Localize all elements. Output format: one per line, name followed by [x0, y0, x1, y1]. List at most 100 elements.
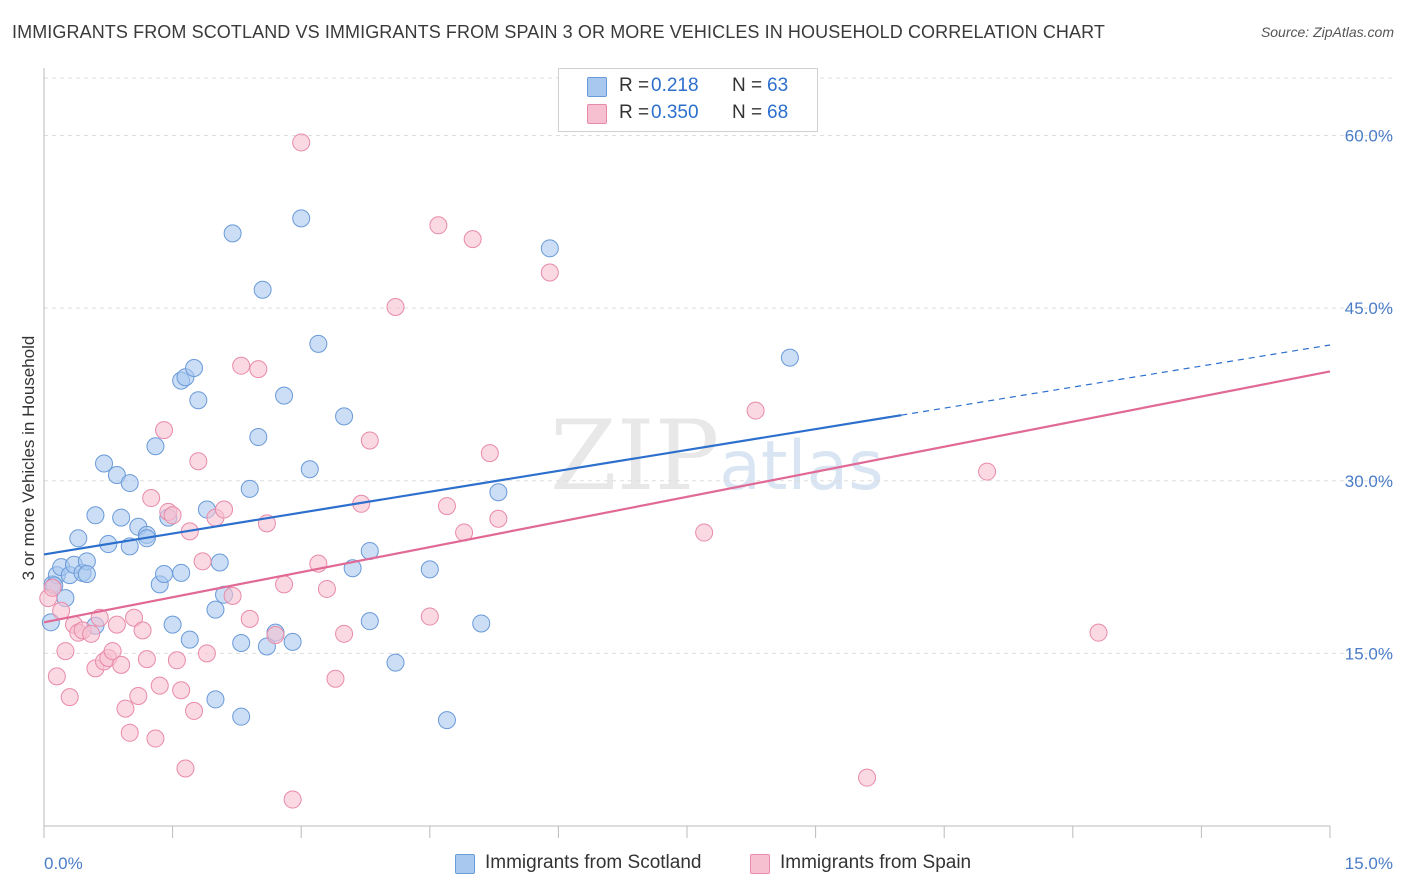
scotland-point	[253, 280, 272, 299]
legend-label-spain: Immigrants from Spain	[780, 852, 972, 873]
spain-point	[266, 625, 285, 644]
spain-point	[47, 667, 66, 686]
scotland-point	[223, 224, 242, 243]
scotland-point	[335, 407, 354, 426]
spain-point	[978, 462, 997, 481]
spain-point	[133, 621, 152, 640]
scotland-point	[275, 386, 294, 405]
spain-point	[283, 790, 302, 809]
spain-point	[189, 452, 208, 471]
scotland-point	[172, 563, 191, 582]
spain-point	[463, 230, 482, 249]
scotland-point	[232, 707, 251, 726]
spain-point	[43, 578, 62, 597]
r-label: R =	[619, 102, 650, 123]
trend-lines	[43, 344, 1331, 624]
y-tick-label: 45.0%	[1345, 299, 1393, 318]
spain-point	[480, 444, 499, 463]
r-value: 0.350	[651, 102, 699, 123]
spain-point	[56, 642, 75, 661]
scotland-point	[86, 506, 105, 525]
scotland-point	[206, 600, 225, 619]
n-value: 63	[767, 75, 789, 96]
scotland-point	[107, 466, 126, 485]
stats-legend: R = 0.218 N = 63 R = 0.350 N = 68	[558, 68, 818, 132]
spain-point	[176, 759, 195, 778]
spain-point	[185, 701, 204, 720]
spain-point	[107, 615, 126, 634]
scotland-point	[112, 508, 131, 527]
scotland-swatch	[455, 854, 475, 874]
spain-point	[129, 686, 148, 705]
spain-point	[150, 676, 169, 695]
spain-point	[360, 431, 379, 450]
spain-point	[240, 609, 259, 628]
spain-point	[275, 575, 294, 594]
y-axis-label: 3 or more Vehicles in Household	[19, 336, 38, 581]
spain-point	[125, 608, 144, 627]
scotland-trend-extension	[901, 344, 1331, 416]
n-label: N =	[732, 75, 763, 96]
scotland-point	[489, 483, 508, 502]
tick-labels: 15.0% 30.0% 45.0% 60.0% 0.0% 15.0%	[44, 127, 1393, 873]
spain-point	[746, 401, 765, 420]
spain-point	[429, 216, 448, 235]
spain-point	[223, 586, 242, 605]
spain-swatch	[587, 104, 607, 124]
spain-point	[193, 552, 212, 571]
scotland-point	[472, 614, 491, 633]
spain-point	[137, 650, 156, 669]
spain-point	[167, 651, 186, 670]
scotland-point	[206, 690, 225, 709]
series-spain-points	[39, 133, 1108, 809]
spain-point	[317, 579, 336, 598]
scotland-point	[69, 529, 88, 548]
scotland-point	[120, 474, 139, 493]
spain-point	[292, 133, 311, 152]
scotland-point	[77, 564, 96, 583]
spain-point	[146, 729, 165, 748]
scotland-point	[300, 460, 319, 479]
spain-point	[60, 688, 79, 707]
r-label: R =	[619, 75, 650, 96]
scotland-point	[41, 613, 60, 632]
n-label: N =	[732, 102, 763, 123]
spain-point	[90, 608, 109, 627]
scotland-point	[163, 615, 182, 634]
scotland-point	[360, 612, 379, 631]
scotland-point	[437, 711, 456, 730]
spain-point	[163, 506, 182, 525]
spain-point	[116, 699, 135, 718]
scotland-point	[146, 437, 165, 456]
scotland-point	[95, 454, 114, 473]
legend-label-scotland: Immigrants from Scotland	[485, 852, 702, 873]
y-tick-label: 15.0%	[1345, 644, 1393, 663]
scotland-point	[292, 209, 311, 228]
x-tick-label: 0.0%	[44, 854, 83, 873]
source-label: Source: ZipAtlas.com	[1260, 24, 1394, 40]
series-scotland-points	[41, 209, 799, 730]
spain-point	[249, 360, 268, 379]
spain-point	[858, 768, 877, 787]
n-value: 68	[767, 102, 789, 123]
spain-point	[155, 421, 174, 440]
y-tick-label: 60.0%	[1345, 127, 1393, 146]
scotland-point	[155, 564, 174, 583]
spain-point	[120, 723, 139, 742]
scotland-point	[283, 632, 302, 651]
spain-point	[335, 624, 354, 643]
spain-point	[172, 681, 191, 700]
scotland-trend-line	[43, 414, 902, 556]
watermark-zip: ZIP	[550, 400, 720, 512]
spain-point	[540, 263, 559, 282]
spain-point	[215, 500, 234, 519]
scotland-point	[185, 358, 204, 377]
r-value: 0.218	[651, 75, 699, 96]
spain-point	[1089, 623, 1108, 642]
spain-point	[82, 624, 101, 643]
spain-point	[232, 356, 251, 375]
spain-point	[386, 298, 405, 317]
scotland-point	[540, 239, 559, 258]
scotland-point	[309, 334, 328, 353]
scotland-point	[180, 630, 199, 649]
